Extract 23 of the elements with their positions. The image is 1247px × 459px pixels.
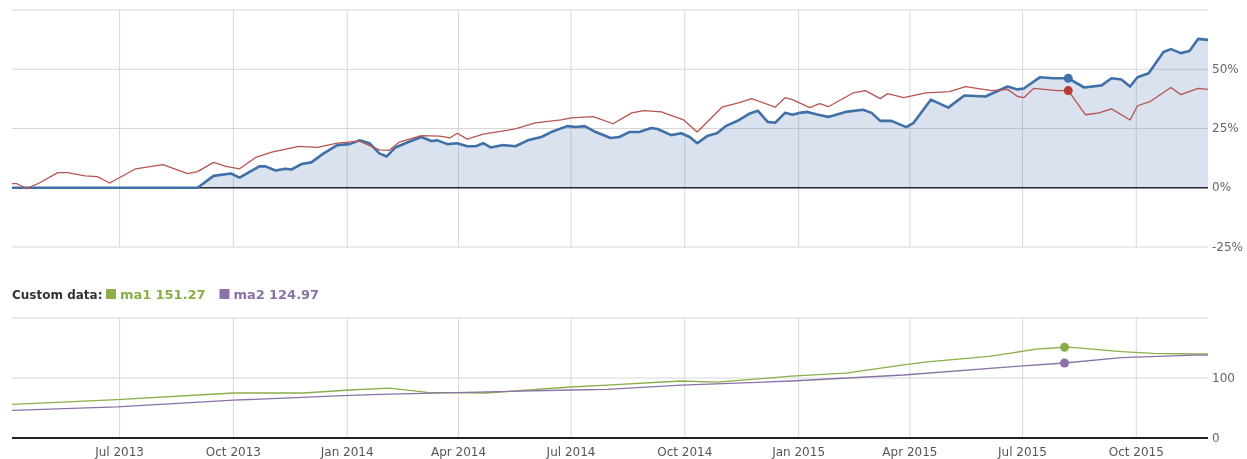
x-tick-label: Jul 2015 (997, 445, 1047, 459)
x-tick-label: Jul 2014 (545, 445, 596, 459)
legend-title: Custom data: (12, 288, 103, 302)
y-tick-label: 0 (1212, 430, 1220, 445)
y-tick-label: 25% (1212, 121, 1239, 135)
x-tick-label: Apr 2015 (882, 445, 938, 459)
x-tick-label: Oct 2013 (205, 445, 261, 459)
y-tick-label: 0% (1212, 180, 1232, 195)
x-tick-label: Oct 2015 (1108, 445, 1164, 459)
x-tick-label: Jul 2013 (94, 445, 145, 459)
line-series (11, 354, 1209, 412)
text: 151.27 (155, 287, 206, 302)
x-tick-label: Jan 2015 (771, 445, 826, 459)
y-tick-label: 50% (1212, 61, 1239, 76)
y-tick-label: -25% (1212, 239, 1244, 254)
x-tick-label: Oct 2014 (657, 445, 713, 459)
line-series (11, 85, 1209, 190)
x-tick-label: Jan 2014 (319, 445, 374, 459)
text: 124.97 (269, 287, 320, 302)
x-tick-label: Apr 2014 (430, 445, 487, 459)
legend-label: ma2 (233, 287, 265, 302)
y-tick-label: 100 (1212, 370, 1235, 385)
legend-label: ma1 (120, 287, 152, 302)
